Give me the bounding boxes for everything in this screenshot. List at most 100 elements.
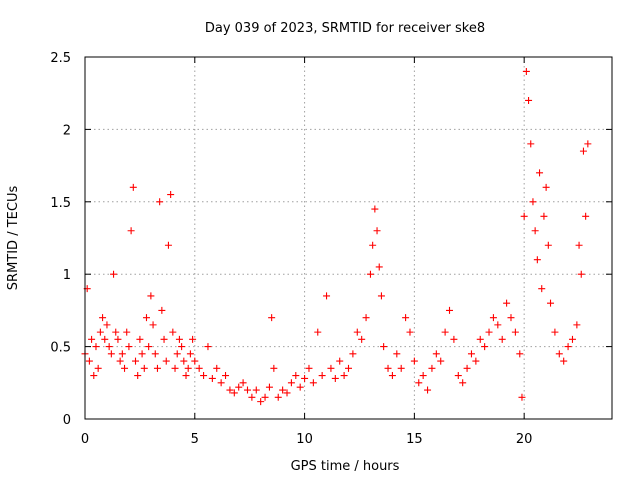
- data-point-marker: [555, 350, 563, 358]
- data-point-marker: [123, 328, 131, 336]
- data-point-marker: [560, 357, 568, 365]
- data-point-marker: [149, 321, 157, 329]
- data-point-marker: [336, 357, 344, 365]
- data-point-marker: [292, 372, 300, 380]
- data-point-marker: [358, 335, 366, 343]
- data-point-marker: [525, 96, 533, 104]
- data-point-marker: [323, 292, 331, 300]
- data-point-marker: [564, 343, 572, 351]
- data-point-marker: [189, 335, 197, 343]
- data-point-marker: [432, 350, 440, 358]
- data-point-marker: [520, 212, 528, 220]
- data-point-marker: [142, 314, 150, 322]
- y-tick-label: 2.5: [50, 51, 71, 66]
- data-point-marker: [540, 212, 548, 220]
- data-point-marker: [217, 379, 225, 387]
- data-point-marker: [105, 343, 113, 351]
- data-point-marker: [375, 263, 383, 271]
- data-point-marker: [85, 357, 93, 365]
- data-point-marker: [309, 379, 317, 387]
- data-point-marker: [287, 379, 295, 387]
- data-point-marker: [516, 350, 524, 358]
- data-point-marker: [147, 292, 155, 300]
- data-point-marker: [437, 357, 445, 365]
- data-point-marker: [366, 270, 374, 278]
- data-point-marker: [184, 364, 192, 372]
- data-point-marker: [283, 389, 291, 397]
- data-point-marker: [118, 350, 126, 358]
- data-point-marker: [584, 140, 592, 148]
- data-point-marker: [243, 386, 251, 394]
- data-point-marker: [511, 328, 519, 336]
- data-point-marker: [248, 393, 256, 401]
- data-point-marker: [450, 335, 458, 343]
- x-axis-label: GPS time / hours: [291, 459, 400, 474]
- plot-frame: [84, 56, 613, 420]
- data-point-marker: [410, 357, 418, 365]
- data-point-marker: [92, 343, 100, 351]
- data-point-marker: [467, 350, 475, 358]
- data-point-marker: [226, 386, 234, 394]
- data-point-marker: [195, 364, 203, 372]
- data-point-marker: [503, 299, 511, 307]
- y-tick-label: 0.5: [50, 341, 71, 356]
- data-point-marker: [531, 227, 539, 235]
- data-point-marker: [527, 140, 535, 148]
- data-point-marker: [331, 374, 339, 382]
- y-tick-label: 1.5: [50, 196, 71, 211]
- data-point-marker: [204, 343, 212, 351]
- data-point-marker: [156, 198, 164, 206]
- data-point-marker: [274, 393, 282, 401]
- data-point-marker: [349, 350, 357, 358]
- data-point-marker: [132, 357, 140, 365]
- data-point-marker: [99, 314, 107, 322]
- x-tick-label: 15: [406, 432, 423, 447]
- x-tick-label: 5: [191, 432, 199, 447]
- data-point-marker: [134, 372, 142, 380]
- data-point-marker: [191, 357, 199, 365]
- data-point-marker: [542, 183, 550, 191]
- data-point-marker: [577, 270, 585, 278]
- data-point-marker: [314, 328, 322, 336]
- data-point-marker: [114, 335, 122, 343]
- data-point-marker: [265, 383, 273, 391]
- data-point-marker: [459, 379, 467, 387]
- data-point-marker: [476, 335, 484, 343]
- data-point-marker: [164, 241, 172, 249]
- data-point-marker: [397, 364, 405, 372]
- data-point-marker: [424, 386, 432, 394]
- data-point-marker: [96, 328, 104, 336]
- data-point-marker: [384, 364, 392, 372]
- chart-title: Day 039 of 2023, SRMTID for receiver ske…: [205, 21, 485, 36]
- data-point-marker: [406, 328, 414, 336]
- data-point-marker: [112, 328, 120, 336]
- data-point-marker: [178, 343, 186, 351]
- data-point-marker: [454, 372, 462, 380]
- data-point-marker: [544, 241, 552, 249]
- data-point-marker: [415, 379, 423, 387]
- data-point-marker: [151, 350, 159, 358]
- data-point-marker: [568, 335, 576, 343]
- data-point-marker: [573, 321, 581, 329]
- data-point-marker: [507, 314, 515, 322]
- axis-ticks: 0 5 10 15 20 0 0.5 1 1.5 2 2.5: [50, 51, 612, 447]
- data-point-marker: [125, 343, 133, 351]
- data-point-marker: [579, 147, 587, 155]
- y-axis-label: SRMTID / TECUs: [6, 186, 21, 291]
- data-point-marker: [270, 364, 278, 372]
- grid: [85, 57, 612, 419]
- data-point-marker: [485, 328, 493, 336]
- data-point-marker: [369, 241, 377, 249]
- data-point-marker: [140, 364, 148, 372]
- data-point-marker: [136, 335, 144, 343]
- data-point-marker: [180, 357, 188, 365]
- data-points: [81, 67, 592, 406]
- data-point-marker: [371, 205, 379, 213]
- data-point-marker: [268, 314, 276, 322]
- data-point-marker: [305, 364, 313, 372]
- data-point-marker: [575, 241, 583, 249]
- data-point-marker: [171, 364, 179, 372]
- data-point-marker: [160, 335, 168, 343]
- data-point-marker: [90, 372, 98, 380]
